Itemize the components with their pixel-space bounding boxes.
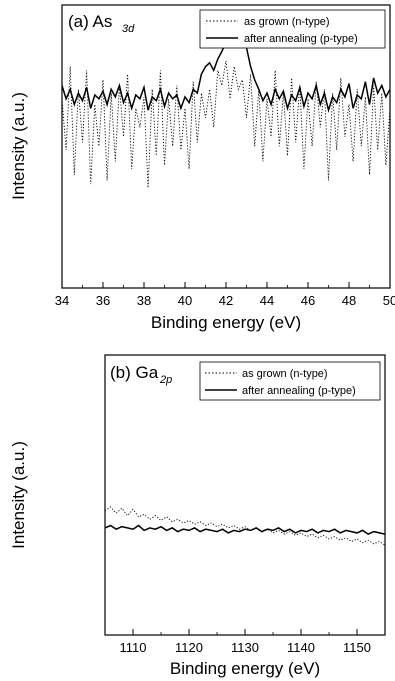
x-tick-label: 38 bbox=[137, 293, 151, 308]
x-tick-label: 1110 bbox=[120, 640, 147, 655]
x-axis-ticks-a: 34 36 38 40 42 44 46 48 50 bbox=[55, 282, 395, 308]
x-tick-label: 1140 bbox=[287, 640, 315, 655]
x-tick-label: 1150 bbox=[343, 640, 371, 655]
panel-a: (a) As 3d Intensity (a.u.) Binding energ… bbox=[9, 4, 395, 332]
x-tick-label: 42 bbox=[219, 293, 233, 308]
x-tick-label: 46 bbox=[301, 293, 315, 308]
plot-lines-b bbox=[104, 506, 386, 546]
series-after-annealing-line bbox=[104, 524, 386, 535]
panel-label-b: (b) Ga bbox=[110, 363, 159, 382]
x-tick-label: 34 bbox=[55, 293, 69, 308]
panel-label-a: (a) As bbox=[68, 12, 112, 31]
series-as-grown-line bbox=[104, 506, 386, 546]
x-tick-label: 36 bbox=[96, 293, 110, 308]
legend-label-annealed-b: after annealing (p-type) bbox=[242, 385, 356, 397]
legend-b: as grown (n-type) after annealing (p-typ… bbox=[199, 361, 381, 401]
panel-subscript-b: 2p bbox=[159, 374, 172, 386]
panel-b: (b) Ga 2p Intensity (a.u.) Binding energ… bbox=[9, 354, 386, 678]
legend-a: as grown (n-type) after annealing (p-typ… bbox=[199, 9, 386, 49]
panel-subscript-a: 3d bbox=[122, 23, 135, 35]
x-tick-label: 44 bbox=[260, 293, 274, 308]
legend-label-asgrown-a: as grown (n-type) bbox=[244, 16, 330, 28]
x-axis-title-b: Binding energy (eV) bbox=[170, 659, 320, 678]
legend-box-a bbox=[199, 9, 386, 49]
x-tick-label: 50 bbox=[383, 293, 395, 308]
x-tick-label: 1130 bbox=[231, 640, 259, 655]
legend-label-annealed-a: after annealing (p-type) bbox=[244, 33, 358, 45]
legend-box-b bbox=[199, 361, 381, 401]
series-as-grown-line bbox=[61, 60, 391, 188]
y-axis-title-a: Intensity (a.u.) bbox=[9, 92, 28, 200]
x-axis-title-a: Binding energy (eV) bbox=[151, 313, 301, 332]
plot-lines-a bbox=[61, 23, 391, 188]
y-axis-title-b: Intensity (a.u.) bbox=[9, 441, 28, 549]
legend-label-asgrown-b: as grown (n-type) bbox=[242, 368, 328, 380]
x-axis-ticks-b: 1110 1120 1130 1140 1150 bbox=[104, 629, 386, 655]
x-tick-label: 48 bbox=[342, 293, 356, 308]
x-tick-label: 1120 bbox=[175, 640, 203, 655]
x-tick-label: 40 bbox=[178, 293, 192, 308]
